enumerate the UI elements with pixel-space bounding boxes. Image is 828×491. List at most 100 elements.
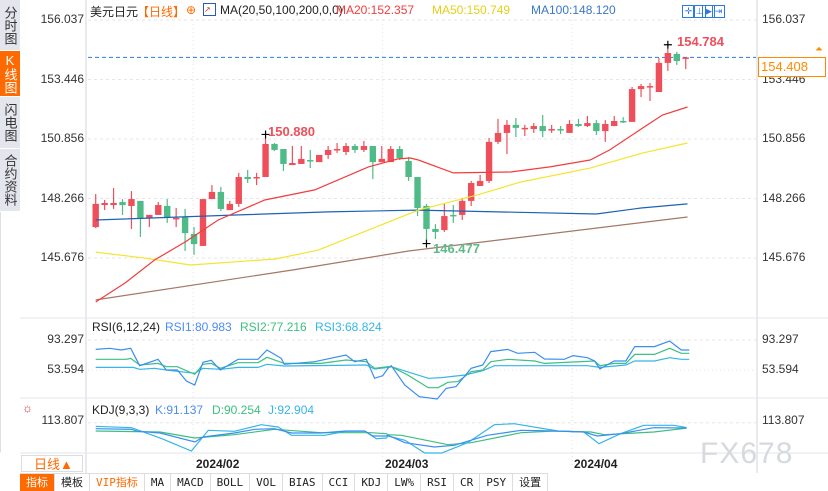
indicator-tab[interactable]: 设置: [513, 474, 549, 491]
sidebar-tab-flash[interactable]: 闪电图: [0, 97, 20, 149]
candle-up: [494, 132, 502, 142]
candle-down: [539, 126, 546, 132]
candle-down: [423, 205, 430, 229]
candle-up: [360, 146, 368, 150]
candle-up: [298, 158, 305, 164]
kdj-label-right: 113.807: [762, 413, 805, 427]
candle-up: [459, 200, 466, 215]
indicator-tab[interactable]: CCI: [323, 474, 356, 491]
sidebar-tab-intraday[interactable]: 分时图: [0, 0, 20, 51]
candle-down: [432, 228, 439, 232]
chart-settings-icon[interactable]: ↗: [203, 3, 216, 16]
rsi3-line: [95, 357, 690, 379]
candle-down: [280, 149, 287, 164]
price-label-right: 156.037: [762, 12, 806, 26]
ma50-line: [95, 142, 688, 266]
price-label-left: 156.037: [40, 12, 84, 26]
candle-up: [155, 205, 162, 215]
candle-down: [181, 216, 189, 234]
candle-down: [369, 146, 377, 163]
sidebar-blank: [0, 212, 21, 453]
price-label-left: 145.676: [40, 250, 84, 264]
local-high-annotation: 150.880: [268, 124, 315, 139]
candle-down: [593, 123, 600, 132]
candle-down: [673, 53, 680, 62]
candle-up: [584, 123, 591, 127]
candle-down: [396, 149, 403, 158]
price-label-left: 153.446: [40, 72, 84, 86]
ma200-line: [95, 216, 688, 301]
candle-down: [557, 129, 564, 131]
candle-up: [664, 53, 672, 63]
price-label-right: 148.266: [762, 191, 806, 205]
candle-down: [119, 202, 126, 206]
candle-up: [324, 149, 332, 155]
candle-down: [619, 120, 627, 123]
candle-up: [476, 180, 484, 186]
sidebar-tab-contract-info[interactable]: 合约资料: [0, 149, 20, 212]
watermark-logo: FX678: [700, 437, 794, 470]
price-label-right: 150.856: [762, 131, 806, 145]
indicator-tab[interactable]: MACD: [171, 474, 211, 491]
candle-up: [682, 57, 689, 59]
indicator-tab[interactable]: BIAS: [283, 474, 323, 491]
candle-down: [271, 143, 278, 150]
candle-up: [602, 123, 609, 132]
candle-up: [199, 199, 207, 246]
indicator-tab[interactable]: BOLL: [211, 474, 251, 491]
candle-up: [333, 149, 341, 151]
indicator-settings-icon[interactable]: ☼: [22, 401, 33, 415]
rsi-label-right: 93.297: [762, 332, 799, 346]
candle-up: [637, 86, 645, 90]
ma100-value: MA100:148.120: [531, 3, 616, 17]
candle-up: [441, 216, 448, 231]
candle-up: [387, 149, 394, 163]
ma50-value: MA50:150.749: [432, 3, 511, 17]
indicator-tab[interactable]: VOL: [250, 474, 283, 491]
candle-up: [485, 141, 493, 181]
x-tick-label: 2024/02: [196, 457, 240, 471]
exit-icon[interactable]: ⇥: [712, 5, 725, 18]
rsi-label-right: 53.594: [762, 362, 799, 376]
period-selector[interactable]: 日线▲: [21, 455, 83, 472]
k-line: [95, 427, 687, 448]
kdj-title: KDJ(9,3,3): [92, 403, 150, 417]
x-tick-label: 2024/04: [574, 457, 618, 471]
indicator-tab[interactable]: VIP指标: [90, 474, 145, 491]
ma-params: MA(20,50,100,200,0,0): [220, 3, 343, 17]
candle-up: [378, 158, 385, 163]
candle-up: [253, 177, 260, 179]
indicator-tab[interactable]: RSI: [421, 474, 454, 491]
j-value: J:92.904: [268, 403, 315, 417]
candle-up: [262, 143, 269, 178]
price-label-right: 145.676: [762, 250, 806, 264]
scroll-up-icon[interactable]: ⏶: [815, 44, 823, 55]
sidebar-tab-kline[interactable]: K线图: [0, 51, 20, 97]
ruler-icon[interactable]: ⊥: [693, 5, 706, 18]
candle-down: [307, 160, 314, 162]
play-icon[interactable]: ▶: [702, 5, 715, 18]
k-value: K:91.137: [155, 403, 204, 417]
indicator-tab[interactable]: CR: [454, 474, 481, 491]
candle-up: [235, 177, 242, 204]
period-label[interactable]: 【日线】: [137, 5, 186, 19]
indicator-tab[interactable]: PSY: [480, 474, 514, 491]
symbol-name: 美元日元: [90, 5, 139, 19]
add-indicator-icon[interactable]: ⊕: [186, 3, 197, 17]
candle-up: [92, 203, 99, 228]
indicator-tab[interactable]: 模板: [55, 474, 90, 491]
indicator-tab[interactable]: 指标: [20, 474, 55, 491]
crosshair-icon[interactable]: ✛: [682, 5, 695, 18]
candle-up: [503, 124, 511, 133]
candle-up: [342, 146, 350, 152]
rsi-title: RSI(6,12,24): [92, 320, 161, 334]
candle-up: [101, 202, 108, 206]
indicator-tab[interactable]: KDJ: [355, 474, 389, 491]
candle-up: [530, 126, 537, 130]
candle-up: [628, 89, 636, 122]
indicator-tab[interactable]: MA: [145, 474, 172, 491]
candle-up: [128, 199, 135, 206]
candle-down: [575, 123, 582, 127]
indicator-tab[interactable]: LW%: [388, 474, 422, 491]
